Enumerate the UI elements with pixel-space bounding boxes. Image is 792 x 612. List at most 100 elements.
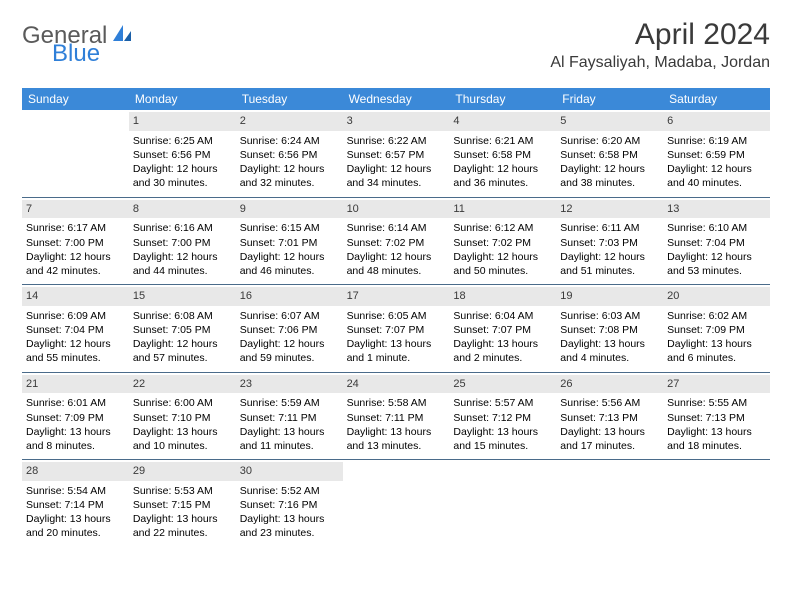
day-cell: . [663,460,770,547]
weekday-header: Saturday [663,88,770,110]
day-number: 27 [663,375,770,394]
day-number: 2 [236,112,343,131]
day-detail: and 46 minutes. [240,264,339,278]
day-detail: Sunset: 7:04 PM [26,323,125,337]
day-detail: and 1 minute. [347,351,446,365]
day-number: 20 [663,287,770,306]
day-detail: Sunset: 7:09 PM [667,323,766,337]
day-cell: 5Sunrise: 6:20 AMSunset: 6:58 PMDaylight… [556,110,663,197]
day-detail: Daylight: 12 hours [347,250,446,264]
day-detail: Sunset: 7:06 PM [240,323,339,337]
day-detail: Daylight: 13 hours [453,425,552,439]
day-detail: Sunrise: 6:01 AM [26,396,125,410]
day-detail: Sunrise: 6:00 AM [133,396,232,410]
day-detail: Daylight: 12 hours [133,250,232,264]
day-detail: Daylight: 13 hours [560,425,659,439]
day-detail: Sunset: 7:00 PM [133,236,232,250]
day-number: 23 [236,375,343,394]
day-detail: Sunrise: 6:12 AM [453,221,552,235]
day-detail: Sunset: 7:03 PM [560,236,659,250]
brand-part2: Blue [52,40,100,68]
day-detail: Sunrise: 6:02 AM [667,309,766,323]
day-detail: Sunrise: 6:15 AM [240,221,339,235]
day-detail: Daylight: 12 hours [133,162,232,176]
day-detail: Sunrise: 6:24 AM [240,134,339,148]
day-number: 25 [449,375,556,394]
week-row: 21Sunrise: 6:01 AMSunset: 7:09 PMDayligh… [22,373,770,461]
title-block: April 2024 Al Faysaliyah, Madaba, Jordan [550,18,770,72]
day-detail: Daylight: 13 hours [26,512,125,526]
day-number: 10 [343,200,450,219]
day-detail: Sunrise: 5:52 AM [240,484,339,498]
day-detail: and 48 minutes. [347,264,446,278]
day-detail: Daylight: 13 hours [453,337,552,351]
day-number: 13 [663,200,770,219]
day-detail: and 55 minutes. [26,351,125,365]
day-detail: Daylight: 13 hours [26,425,125,439]
calendar: SundayMondayTuesdayWednesdayThursdayFrid… [22,88,770,547]
day-detail: Daylight: 12 hours [453,250,552,264]
day-cell: . [449,460,556,547]
day-number: 17 [343,287,450,306]
day-detail: Daylight: 12 hours [667,162,766,176]
week-row: 28Sunrise: 5:54 AMSunset: 7:14 PMDayligh… [22,460,770,547]
day-detail: Sunset: 7:02 PM [347,236,446,250]
weekday-header: Wednesday [343,88,450,110]
day-number: 22 [129,375,236,394]
day-number: 26 [556,375,663,394]
day-detail: Daylight: 12 hours [560,250,659,264]
day-detail: Sunrise: 6:17 AM [26,221,125,235]
day-cell: 9Sunrise: 6:15 AMSunset: 7:01 PMDaylight… [236,198,343,285]
day-cell: . [343,460,450,547]
day-detail: Sunrise: 5:53 AM [133,484,232,498]
weekday-header: Friday [556,88,663,110]
location-text: Al Faysaliyah, Madaba, Jordan [550,54,770,72]
day-detail: Sunset: 6:56 PM [133,148,232,162]
day-detail: and 2 minutes. [453,351,552,365]
day-cell: 16Sunrise: 6:07 AMSunset: 7:06 PMDayligh… [236,285,343,372]
day-detail: Daylight: 12 hours [240,337,339,351]
day-cell: 8Sunrise: 6:16 AMSunset: 7:00 PMDaylight… [129,198,236,285]
day-cell: 13Sunrise: 6:10 AMSunset: 7:04 PMDayligh… [663,198,770,285]
day-number: 6 [663,112,770,131]
day-detail: Sunrise: 6:07 AM [240,309,339,323]
day-cell: 29Sunrise: 5:53 AMSunset: 7:15 PMDayligh… [129,460,236,547]
day-detail: Sunrise: 6:14 AM [347,221,446,235]
week-row: .1Sunrise: 6:25 AMSunset: 6:56 PMDayligh… [22,110,770,198]
day-detail: and 6 minutes. [667,351,766,365]
day-detail: and 59 minutes. [240,351,339,365]
day-number: 24 [343,375,450,394]
day-detail: and 36 minutes. [453,176,552,190]
day-detail: Daylight: 12 hours [26,250,125,264]
week-row: 7Sunrise: 6:17 AMSunset: 7:00 PMDaylight… [22,198,770,286]
day-cell: 19Sunrise: 6:03 AMSunset: 7:08 PMDayligh… [556,285,663,372]
day-detail: and 40 minutes. [667,176,766,190]
day-cell: 1Sunrise: 6:25 AMSunset: 6:56 PMDaylight… [129,110,236,197]
day-detail: Sunrise: 5:57 AM [453,396,552,410]
day-detail: Sunset: 7:05 PM [133,323,232,337]
day-detail: Daylight: 12 hours [240,250,339,264]
week-row: 14Sunrise: 6:09 AMSunset: 7:04 PMDayligh… [22,285,770,373]
day-detail: Sunset: 7:13 PM [560,411,659,425]
day-detail: Daylight: 13 hours [667,425,766,439]
day-detail: and 42 minutes. [26,264,125,278]
day-detail: Daylight: 13 hours [133,425,232,439]
day-detail: and 57 minutes. [133,351,232,365]
day-number: 18 [449,287,556,306]
day-cell: 12Sunrise: 6:11 AMSunset: 7:03 PMDayligh… [556,198,663,285]
day-detail: Sunset: 7:09 PM [26,411,125,425]
day-cell: 18Sunrise: 6:04 AMSunset: 7:07 PMDayligh… [449,285,556,372]
day-detail: Sunset: 7:07 PM [347,323,446,337]
day-detail: Sunrise: 6:04 AM [453,309,552,323]
day-cell: 21Sunrise: 6:01 AMSunset: 7:09 PMDayligh… [22,373,129,460]
day-detail: Sunrise: 6:21 AM [453,134,552,148]
day-detail: Daylight: 12 hours [453,162,552,176]
day-number: 15 [129,287,236,306]
day-detail: Sunset: 7:16 PM [240,498,339,512]
day-detail: Sunrise: 5:59 AM [240,396,339,410]
day-detail: Sunset: 7:00 PM [26,236,125,250]
day-number: 8 [129,200,236,219]
day-detail: Sunset: 7:15 PM [133,498,232,512]
day-number: 11 [449,200,556,219]
day-detail: Daylight: 13 hours [347,337,446,351]
